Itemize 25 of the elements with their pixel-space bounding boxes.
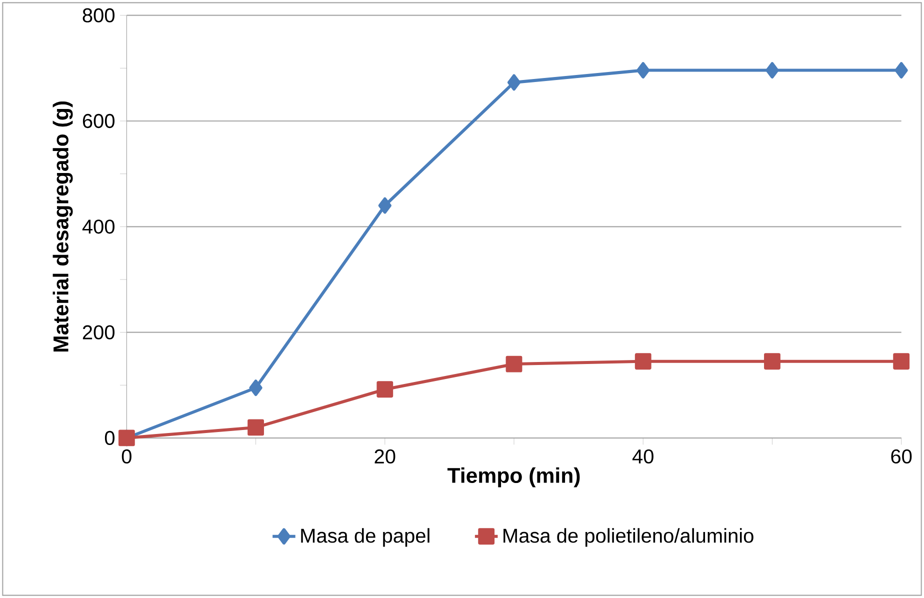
y-tick-label: 0 xyxy=(104,430,115,446)
y-tick-label: 600 xyxy=(82,114,114,128)
point xyxy=(378,197,392,214)
point xyxy=(376,381,394,398)
point xyxy=(894,62,908,78)
point xyxy=(506,356,522,372)
point xyxy=(507,74,521,91)
point xyxy=(766,62,779,78)
x-axis-title: Tiempo (min) xyxy=(447,467,580,488)
y-tick-label: 200 xyxy=(82,325,114,340)
y-tick-label: 800 xyxy=(82,8,114,22)
point xyxy=(893,353,910,370)
point xyxy=(634,353,652,370)
point xyxy=(636,62,650,78)
x-tick-label: 20 xyxy=(374,449,396,464)
y-axis-title: Material desagregado (g) xyxy=(52,101,73,352)
y-tick-label: 400 xyxy=(82,220,114,234)
x-tick-label: 40 xyxy=(632,449,654,464)
point xyxy=(764,353,780,370)
point xyxy=(248,419,264,436)
legend-label: Masa de polietileno/aluminio xyxy=(504,528,754,547)
legend-label: Masa de papel xyxy=(301,528,430,547)
x-tick-label: 0 xyxy=(122,449,132,464)
x-tick-label: 60 xyxy=(891,449,912,464)
point xyxy=(249,380,262,396)
